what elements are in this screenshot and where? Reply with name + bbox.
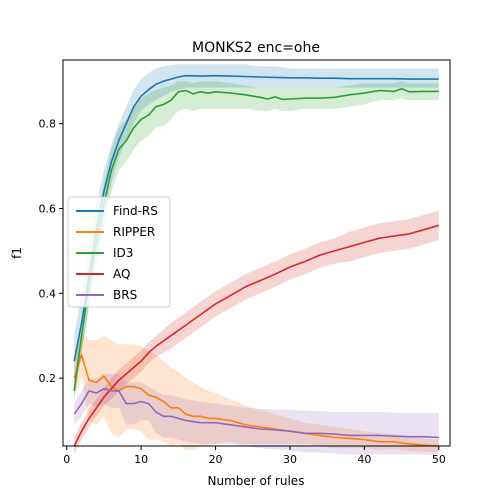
legend-label-aq: AQ <box>113 267 130 281</box>
x-tick-label: 50 <box>432 453 446 466</box>
y-tick-label: 0.6 <box>39 202 57 215</box>
x-tick-label: 30 <box>283 453 297 466</box>
x-axis-label: Number of rules <box>208 474 305 488</box>
legend: Find-RS RIPPER ID3 AQ BRS <box>67 196 171 308</box>
legend-label-brs: BRS <box>113 288 137 302</box>
brs-band <box>74 373 439 455</box>
chart-title: MONKS2 enc=ohe <box>192 40 320 56</box>
x-axis-ticks: 0 10 20 30 40 50 <box>63 446 446 466</box>
find-rs-line <box>73 74 439 362</box>
legend-box <box>67 196 171 308</box>
aq-line <box>73 224 440 447</box>
x-tick-label: 40 <box>357 453 371 466</box>
x-tick-label: 10 <box>134 453 148 466</box>
id3-line <box>73 88 439 392</box>
y-axis-ticks: 0.2 0.4 0.6 0.8 <box>39 118 63 385</box>
plot-frame <box>62 59 451 447</box>
legend-label-id3: ID3 <box>113 246 133 260</box>
y-tick-label: 0.8 <box>39 118 57 131</box>
series-lines <box>73 74 440 447</box>
y-tick-label: 0.4 <box>39 287 57 300</box>
brs-line <box>73 387 439 439</box>
ripper-line <box>73 353 439 447</box>
x-tick-label: 20 <box>209 453 223 466</box>
y-axis-label: f1 <box>10 247 24 259</box>
legend-label-find-rs: Find-RS <box>113 204 158 218</box>
ripper-band <box>74 331 439 453</box>
y-tick-label: 0.2 <box>39 372 57 385</box>
legend-label-ripper: RIPPER <box>113 225 155 239</box>
x-tick-label: 0 <box>63 453 70 466</box>
